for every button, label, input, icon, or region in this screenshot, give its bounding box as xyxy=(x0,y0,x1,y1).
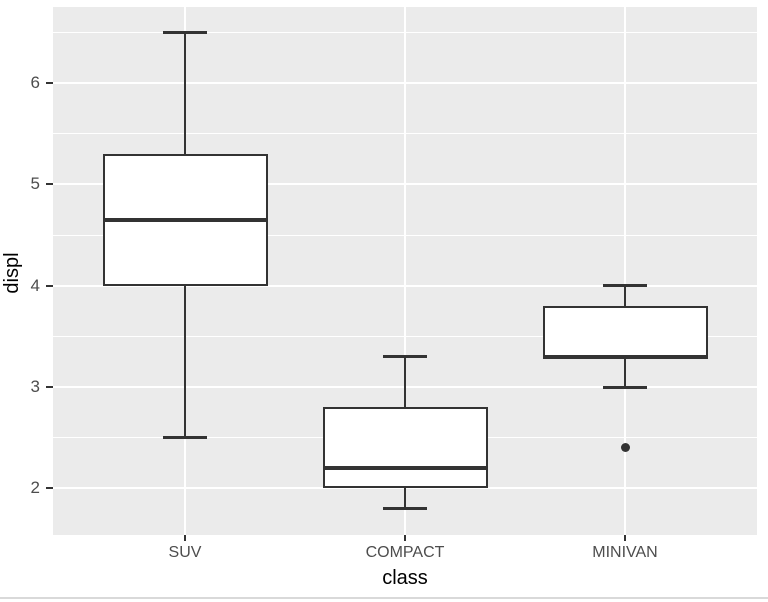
x-axis-tick-label: MINIVAN xyxy=(592,544,658,561)
y-axis-tick-label: 4 xyxy=(30,275,40,295)
x-axis-tick-mark xyxy=(404,535,406,541)
window-bottom-border xyxy=(0,597,768,599)
x-axis-title: class xyxy=(382,567,428,589)
boxplot-median-line xyxy=(102,217,268,222)
boxplot-lower-whisker-cap xyxy=(163,436,207,440)
y-axis-tick-mark xyxy=(46,82,53,84)
gridline-major-vertical xyxy=(404,7,406,535)
boxplot-lower-whisker-cap xyxy=(383,507,427,511)
boxplot-median-line xyxy=(542,354,708,359)
boxplot-upper-whisker-cap xyxy=(383,355,427,359)
boxplot-upper-whisker xyxy=(184,32,186,154)
boxplot-outlier-point xyxy=(620,443,630,453)
boxplot-upper-whisker-cap xyxy=(603,284,647,288)
boxplot-upper-whisker xyxy=(404,356,406,408)
y-axis-tick-mark xyxy=(46,386,53,389)
gridline-major-vertical xyxy=(624,7,626,535)
y-axis-tick-label: 3 xyxy=(30,377,40,397)
boxplot-lower-whisker xyxy=(404,488,406,509)
boxplot-box xyxy=(322,407,488,489)
boxplot-upper-whisker-cap xyxy=(163,30,207,34)
y-axis-tick-label: 6 xyxy=(30,73,40,92)
y-axis-tick-mark xyxy=(46,284,53,287)
y-axis-tick-mark xyxy=(46,183,53,186)
boxplot-lower-whisker xyxy=(624,356,626,388)
x-axis-tick-mark xyxy=(184,535,186,541)
x-axis-tick-label: COMPACT xyxy=(365,544,445,561)
boxplot-median-line xyxy=(322,466,488,471)
x-axis-tick-label: SUV xyxy=(168,544,202,561)
boxplot-upper-whisker xyxy=(624,285,626,306)
boxplot-lower-whisker xyxy=(184,285,186,438)
boxplot-box xyxy=(542,305,708,357)
y-axis-tick-label: 2 xyxy=(30,478,40,498)
y-axis-tick-mark xyxy=(46,487,53,490)
y-axis-tick-label: 5 xyxy=(30,174,40,194)
x-axis-tick-mark xyxy=(624,535,626,541)
boxplot-lower-whisker-cap xyxy=(603,385,647,389)
